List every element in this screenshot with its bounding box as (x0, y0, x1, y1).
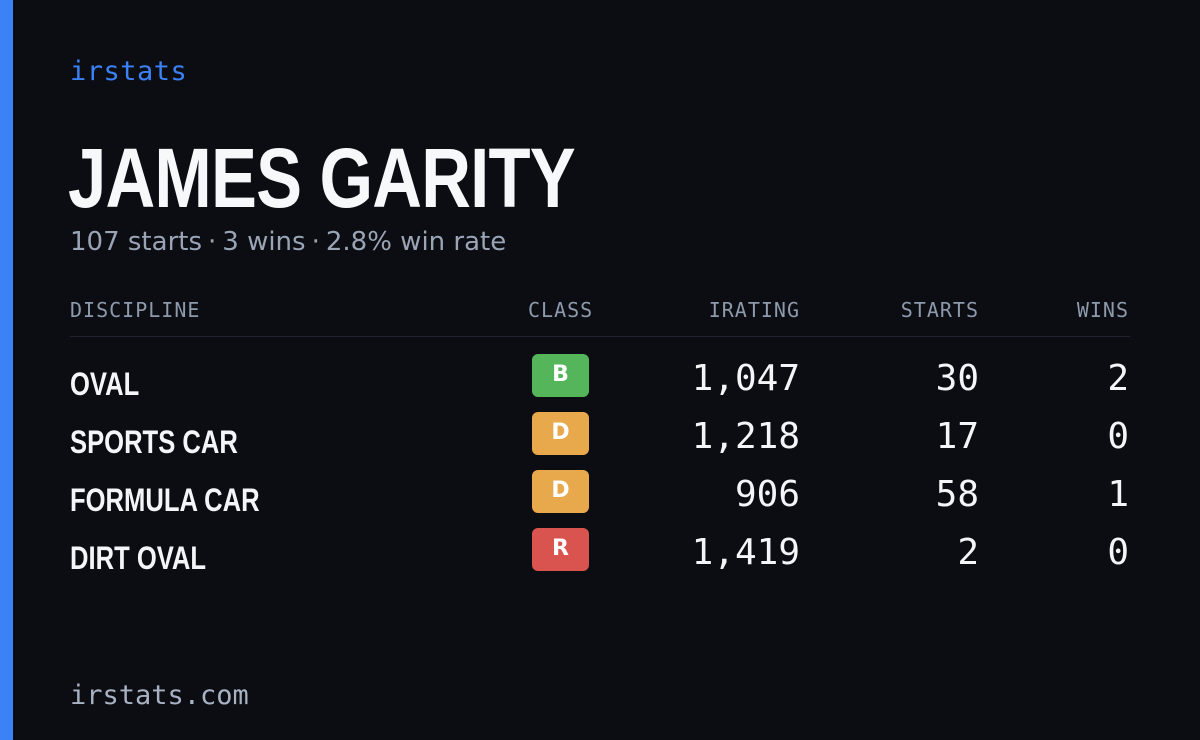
wins-summary: 3 wins (222, 227, 306, 257)
starts-value: 58 (935, 474, 979, 515)
class-badge: R (532, 528, 589, 571)
discipline-name: OVAL (70, 366, 140, 402)
table-row: SPORTS CAR D 1,218 17 0 (70, 412, 1130, 462)
brand-logo: irstats (70, 56, 188, 87)
wins-value: 0 (1107, 532, 1129, 573)
player-summary: 107 starts · 3 wins · 2.8% win rate (70, 227, 506, 257)
wins-value: 1 (1107, 474, 1129, 515)
irating-value: 1,047 (691, 358, 800, 399)
header-starts: STARTS (900, 298, 979, 322)
discipline-name: FORMULA CAR (70, 482, 260, 518)
class-badge: D (532, 470, 589, 513)
discipline-name: SPORTS CAR (70, 424, 238, 460)
winrate-summary: 2.8% win rate (325, 227, 507, 257)
starts-value: 30 (935, 358, 979, 399)
header-irating: IRATING (708, 298, 800, 322)
table-row: OVAL B 1,047 30 2 (70, 354, 1130, 404)
discipline-name: DIRT OVAL (70, 540, 207, 576)
header-discipline: DISCIPLINE (70, 298, 201, 322)
header-wins: WINS (1076, 298, 1129, 322)
starts-summary: 107 starts (70, 227, 202, 257)
table-row: DIRT OVAL R 1,419 2 0 (70, 528, 1130, 578)
accent-bar (0, 0, 13, 740)
summary-separator: · (208, 227, 217, 257)
footer-url: irstats.com (70, 680, 249, 711)
irating-value: 906 (734, 474, 800, 515)
class-badge: B (532, 354, 589, 397)
starts-value: 17 (935, 416, 979, 457)
starts-value: 2 (957, 532, 979, 573)
summary-separator: · (311, 227, 320, 257)
page-title: JAMES GARITY (68, 131, 576, 225)
table-row: FORMULA CAR D 906 58 1 (70, 470, 1130, 520)
wins-value: 0 (1107, 416, 1129, 457)
irating-value: 1,419 (691, 532, 800, 573)
header-divider (70, 336, 1130, 337)
class-badge: D (532, 412, 589, 455)
wins-value: 2 (1107, 358, 1129, 399)
header-class: CLASS (528, 298, 594, 322)
irating-value: 1,218 (691, 416, 800, 457)
